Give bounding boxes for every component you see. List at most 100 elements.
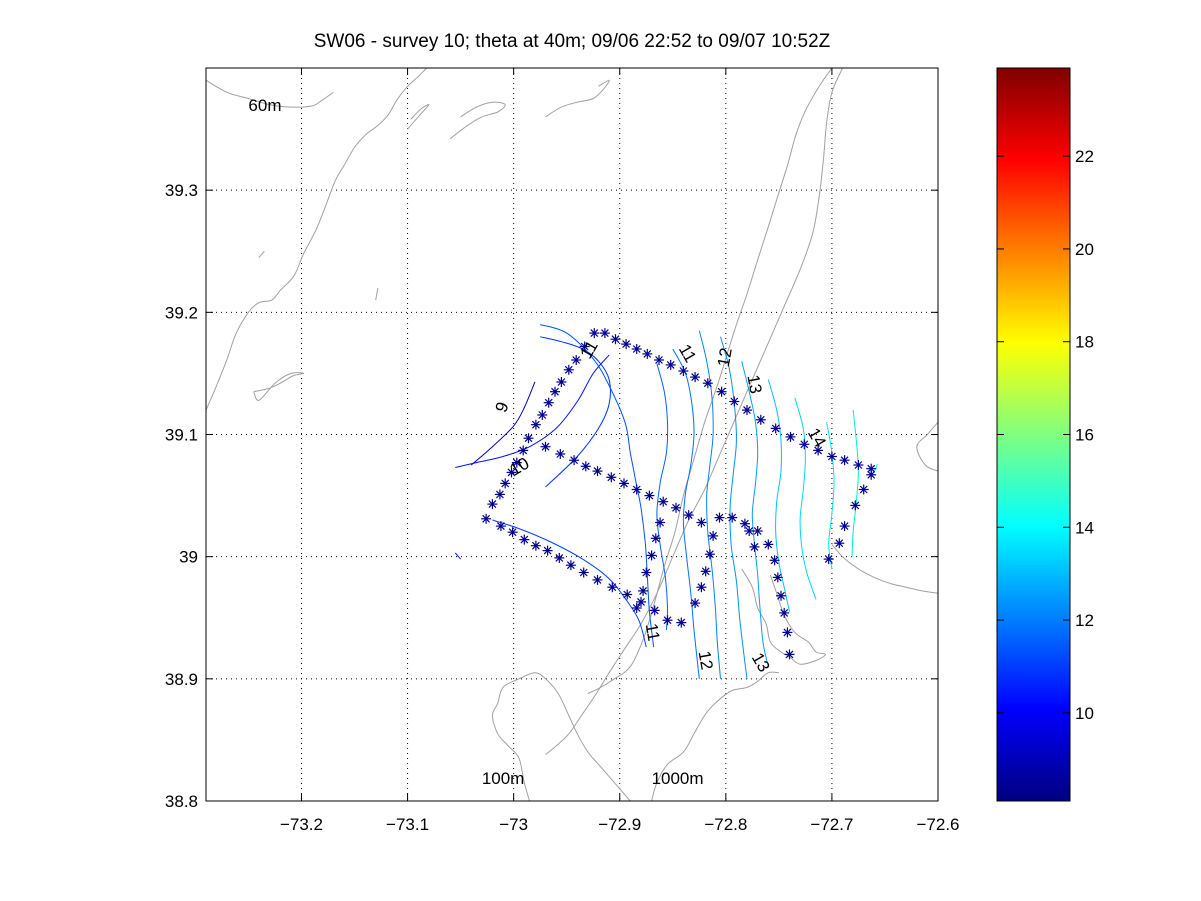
bathymetry-line xyxy=(449,101,506,140)
station-marker xyxy=(826,451,837,462)
x-tick-label: −72.7 xyxy=(810,815,853,834)
station-marker xyxy=(554,552,565,563)
station-marker xyxy=(696,517,707,528)
station-marker xyxy=(631,344,642,354)
contour-line xyxy=(826,422,835,569)
station-marker xyxy=(729,396,740,407)
station-marker xyxy=(654,355,664,365)
station-marker xyxy=(839,521,850,532)
station-marker xyxy=(641,567,652,578)
station-marker xyxy=(571,355,582,365)
bathymetry-line xyxy=(831,544,938,594)
station-marker xyxy=(507,527,518,538)
station-marker xyxy=(665,359,676,370)
station-marker xyxy=(579,341,590,352)
station-marker xyxy=(646,550,657,561)
station-marker xyxy=(631,484,642,495)
station-marker xyxy=(744,526,755,536)
station-marker xyxy=(784,649,795,660)
contour-line xyxy=(851,410,859,557)
grid-lines xyxy=(206,68,938,801)
station-marker xyxy=(839,455,850,466)
station-marker xyxy=(708,530,719,541)
x-tick-label: −72.6 xyxy=(916,815,959,834)
station-marker xyxy=(769,555,780,566)
colorbar-gradient xyxy=(997,68,1070,801)
station-marker xyxy=(592,574,603,585)
contour-line xyxy=(454,552,461,560)
bathymetry-line xyxy=(741,568,827,665)
station-marker xyxy=(644,490,655,501)
chart-title: SW06 - survey 10; theta at 40m; 09/06 22… xyxy=(314,31,831,52)
station-marker xyxy=(619,478,629,489)
station-marker xyxy=(550,386,560,397)
station-marker xyxy=(727,512,738,523)
station-marker xyxy=(782,627,793,638)
theta-contours xyxy=(454,324,878,679)
contour-line xyxy=(492,519,647,648)
station-marker xyxy=(565,560,576,571)
station-marker xyxy=(606,472,617,483)
station-marker xyxy=(655,517,666,528)
contour-line xyxy=(794,397,817,600)
station-marker xyxy=(683,510,694,521)
station-marker xyxy=(650,533,661,544)
contour-line xyxy=(540,336,611,488)
colorbar-tick-label: 10 xyxy=(1075,704,1094,723)
colorbar-tick-label: 14 xyxy=(1075,518,1094,537)
station-marker xyxy=(563,364,574,375)
station-marker xyxy=(696,582,707,593)
colorbar-frame xyxy=(996,67,1071,802)
station-marker xyxy=(495,521,506,532)
x-tick-label: −72.8 xyxy=(704,815,747,834)
station-marker xyxy=(858,484,869,495)
station-marker xyxy=(853,460,864,470)
station-marker xyxy=(642,348,653,359)
contour-label: 12 xyxy=(695,649,717,671)
y-tick-label: 38.8 xyxy=(165,792,198,811)
colorbar-tick-label: 22 xyxy=(1075,147,1094,166)
station-marker xyxy=(770,423,781,434)
station-marker xyxy=(543,397,554,408)
station-markers xyxy=(481,328,877,660)
bathymetry-line xyxy=(545,79,610,118)
station-marker xyxy=(523,433,534,444)
x-axis: −73.2 −73.1 −73 −72.9 −72.8 −72.7 −72.6 xyxy=(280,68,960,834)
station-marker xyxy=(704,549,715,560)
station-marker xyxy=(636,596,646,607)
station-marker xyxy=(578,567,589,578)
colorbar: 10 12 14 16 18 20 22 xyxy=(996,67,1094,802)
contour-line xyxy=(741,361,769,667)
station-marker xyxy=(834,538,845,549)
station-marker xyxy=(542,545,553,556)
station-marker xyxy=(763,539,774,550)
colorbar-tick-label: 20 xyxy=(1075,240,1094,259)
station-marker xyxy=(621,339,632,350)
station-marker xyxy=(487,499,498,510)
contour-line xyxy=(767,379,790,612)
contour-line xyxy=(470,381,536,466)
station-marker xyxy=(662,615,673,626)
y-tick-label: 39.3 xyxy=(165,181,198,200)
station-marker xyxy=(690,372,701,383)
station-marker xyxy=(481,513,492,524)
station-marker xyxy=(813,445,824,456)
depth-annotations: 60m 100m 1000m xyxy=(248,96,703,788)
station-marker xyxy=(556,377,567,387)
station-marker xyxy=(772,572,783,583)
bathymetry-line xyxy=(587,68,833,694)
station-marker xyxy=(700,566,711,577)
station-marker xyxy=(500,478,511,489)
station-marker xyxy=(607,582,618,593)
station-marker xyxy=(776,590,786,601)
station-marker xyxy=(850,500,861,511)
station-marker xyxy=(506,467,517,478)
station-marker xyxy=(638,585,649,596)
colorbar-tick-label: 12 xyxy=(1075,611,1094,630)
y-tick-label: 39 xyxy=(179,548,198,567)
colorbar-tick-label: 16 xyxy=(1075,426,1094,445)
station-marker xyxy=(739,518,750,529)
bathymetry-contours xyxy=(206,68,938,801)
y-tick-label: 39.1 xyxy=(165,426,198,445)
